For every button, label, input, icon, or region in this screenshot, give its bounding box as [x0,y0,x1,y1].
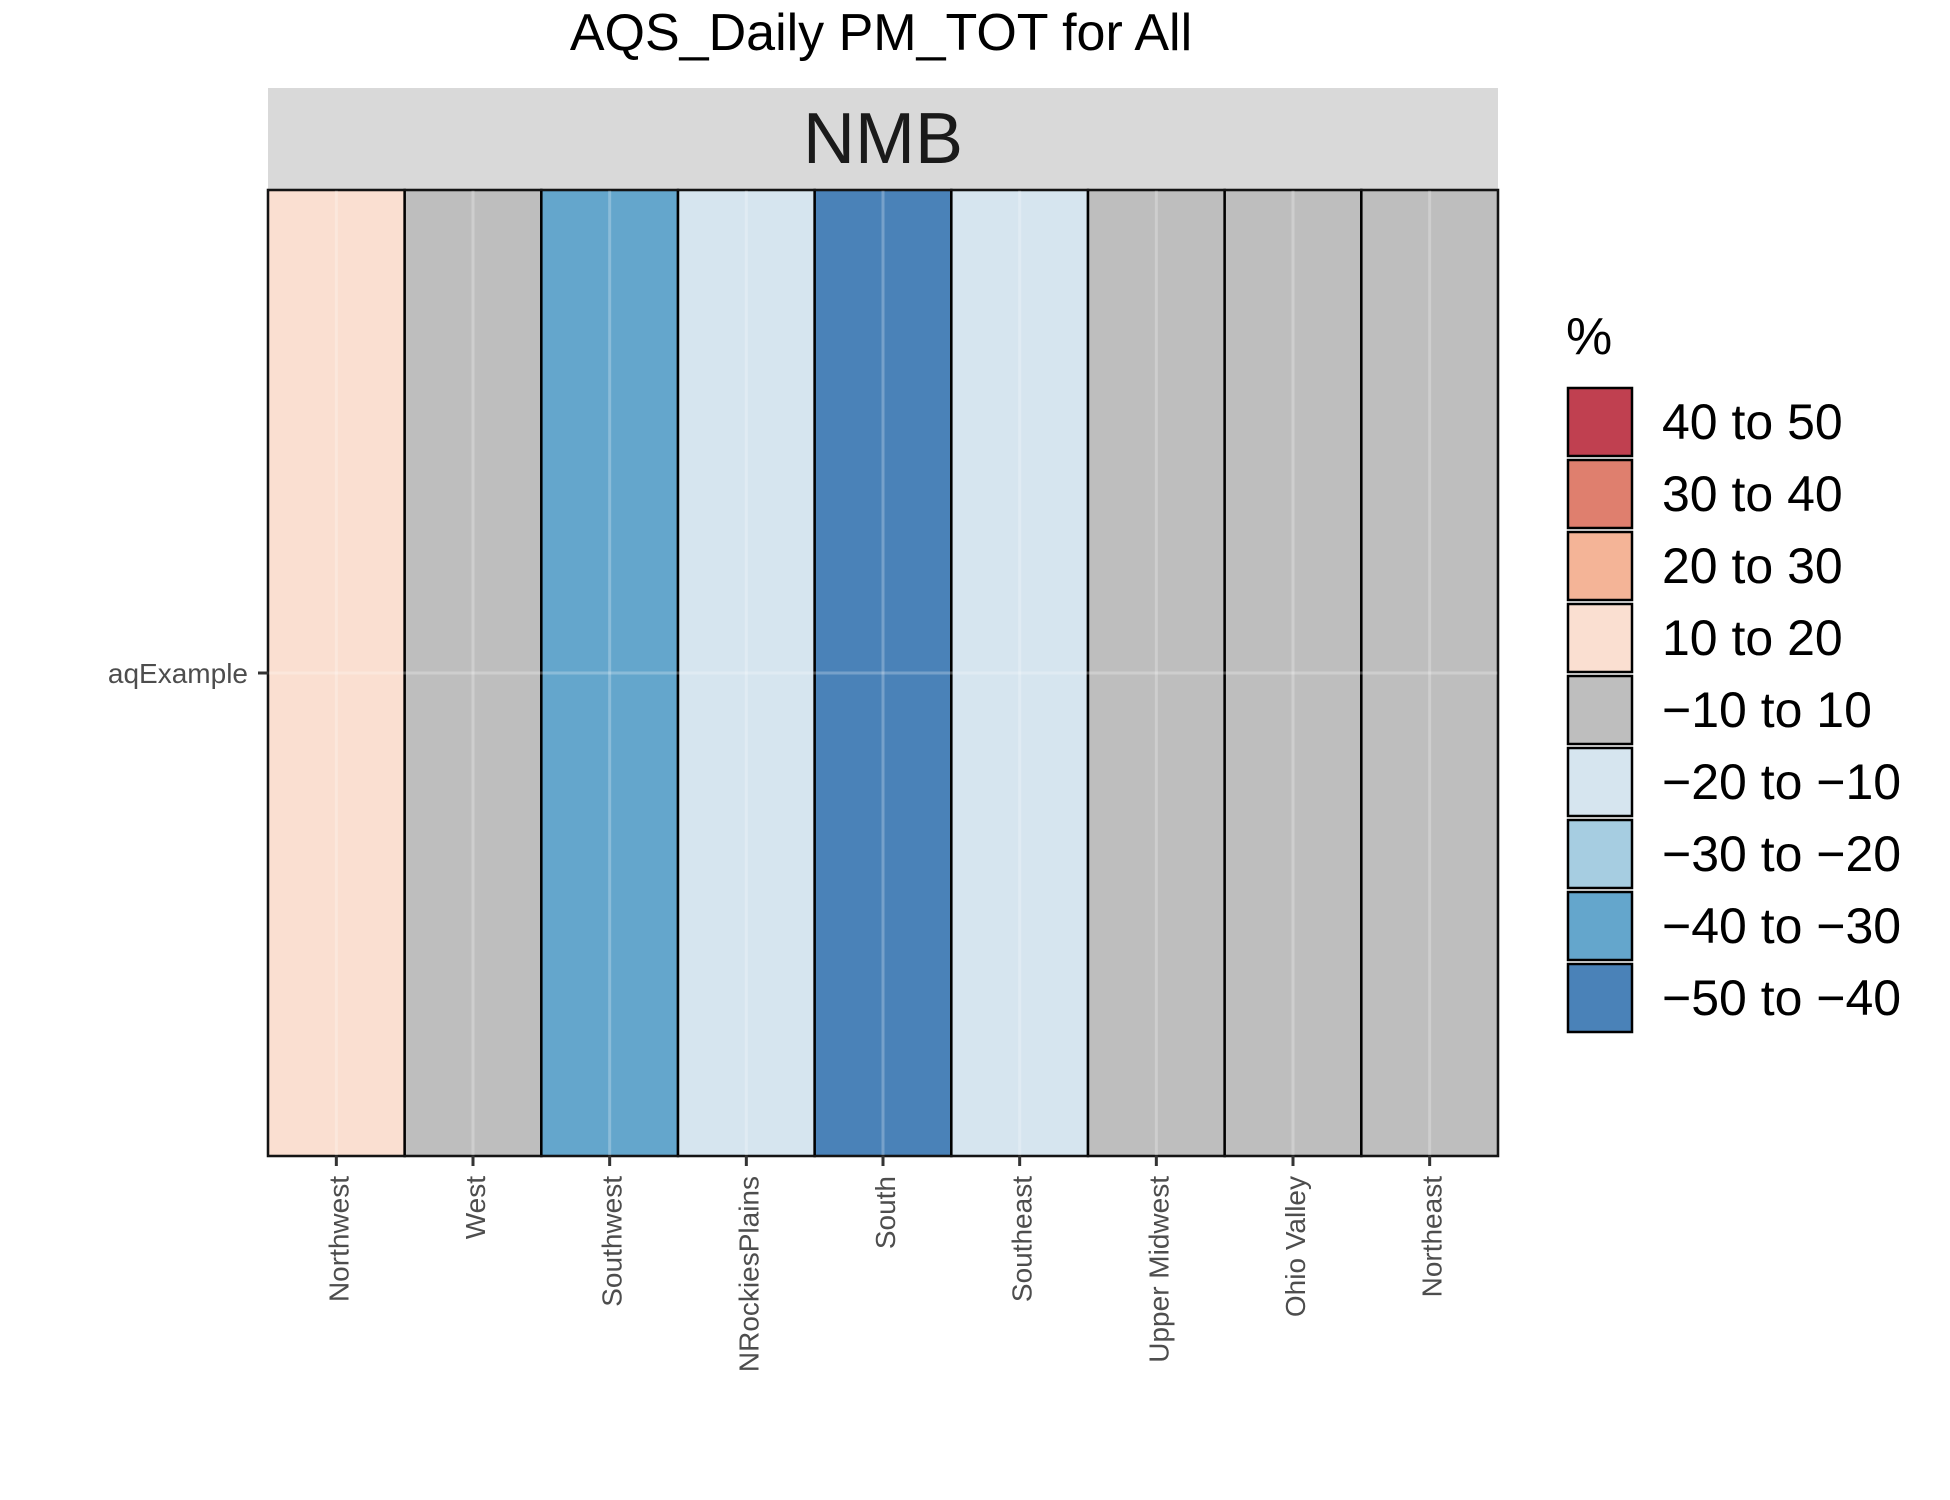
gridlines [268,190,1498,1156]
legend-key [1566,602,1634,674]
legend-key [1566,674,1634,746]
x-tick-label: West [460,1176,491,1239]
heatmap-cell-ohio-valley [1223,188,1363,1158]
x-tick-label: Northeast [1417,1176,1448,1298]
legend-label: −50 to −40 [1662,970,1901,1026]
y-axis: aqExample [108,658,268,689]
heatmap-cells [266,188,1500,1158]
legend-key [1566,386,1634,458]
legend-key [1566,458,1634,530]
legend-key [1566,530,1634,602]
legend-label: −40 to −30 [1662,898,1901,954]
x-tick-label: Southeast [1007,1176,1038,1302]
x-tick-label: Upper Midwest [1143,1176,1174,1363]
heatmap-cell-southwest [540,188,680,1158]
x-tick-label: Ohio Valley [1280,1176,1311,1317]
legend-label: 30 to 40 [1662,466,1843,522]
facet-strip [268,88,1498,189]
legend-key [1566,746,1634,818]
legend: % 40 to 50 30 to 40 20 to 30 10 to 20 −10 to… [1566,308,1901,1034]
heatmap-cell-northeast [1360,188,1500,1158]
legend-label: 10 to 20 [1662,610,1843,666]
x-axis: Northwest West Southwest NRockiesPlains Sout… [323,1156,1448,1372]
legend-key [1566,962,1634,1034]
legend-label: −30 to −20 [1662,826,1901,882]
legend-key [1566,890,1634,962]
heatmap-cell-nrockiesplains [676,188,816,1158]
heatmap-cell-upper-midwest [1086,188,1226,1158]
legend-label: 20 to 30 [1662,538,1843,594]
heatmap-cell-northwest [266,188,406,1158]
facet-strip-label: NMB [803,99,963,179]
x-tick-label: Southwest [597,1176,628,1307]
x-tick-label: South [870,1176,901,1249]
legend-title: % [1566,308,1612,366]
legend-label: −20 to −10 [1662,754,1901,810]
legend-label: −10 to 10 [1662,682,1872,738]
legend-key [1566,818,1634,890]
legend-label: 40 to 50 [1662,394,1843,450]
x-tick-label: Northwest [323,1176,354,1302]
y-tick-label: aqExample [108,658,248,689]
chart-title: AQS_Daily PM_TOT for All [570,4,1192,62]
x-tick-label: NRockiesPlains [733,1176,764,1372]
